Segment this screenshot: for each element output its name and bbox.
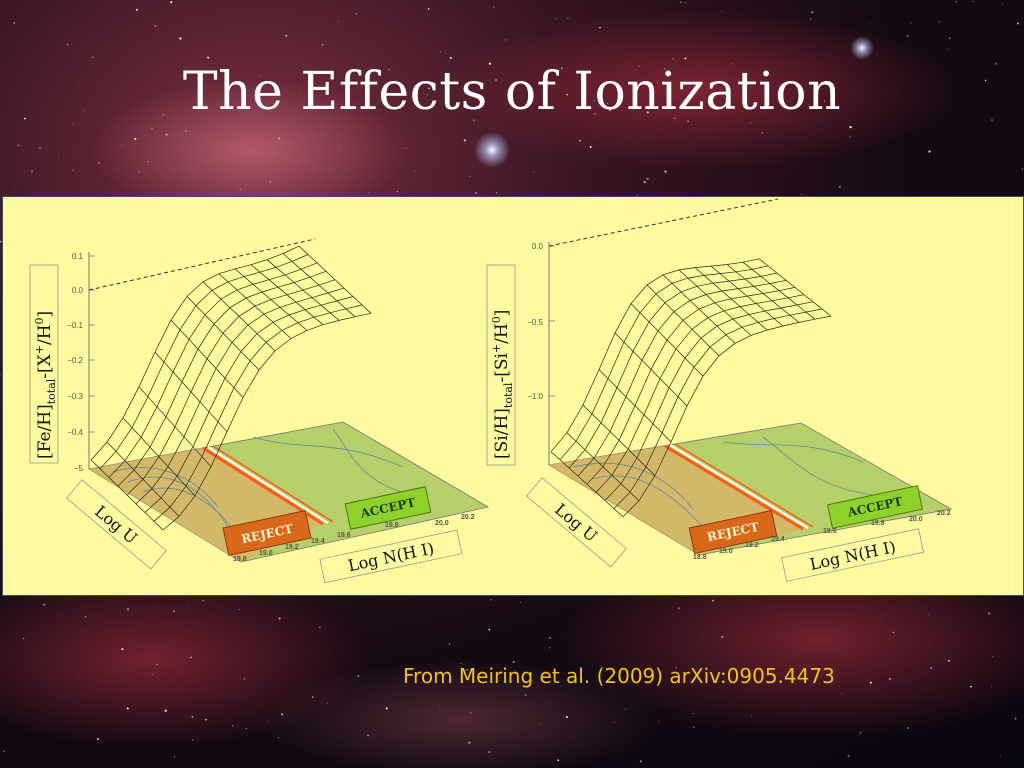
- source-credit: From Meiring et al. (2009) arXiv:0905.44…: [403, 664, 835, 688]
- right-xtick: 18.8: [693, 554, 707, 561]
- left-xtick: 19.4: [311, 538, 325, 545]
- right-reject-badge: REJECT: [688, 509, 778, 555]
- left-xtick: 19.0: [259, 550, 273, 557]
- left-ytick: −0.1: [67, 321, 83, 330]
- right-xtick: 20.2: [937, 510, 951, 517]
- right-ytick: −0.5: [527, 318, 543, 327]
- right-ytick: −1.0: [527, 392, 543, 401]
- left-xtick: 20.0: [435, 520, 449, 527]
- left-xtick: 19.8: [385, 522, 399, 529]
- right-wireframe-surface: [550, 258, 832, 517]
- right-xtick: 20.0: [909, 516, 923, 523]
- right-xtick: 19.4: [771, 536, 785, 543]
- right-accept-badge: ACCEPT: [826, 485, 924, 529]
- left-ytick: −5: [74, 464, 84, 473]
- left-xtick: 19.8: [233, 556, 247, 563]
- left-ytick: 0.1: [72, 252, 84, 261]
- left-xtick: 20.2: [461, 514, 475, 521]
- right-xtick: 19.0: [719, 548, 733, 555]
- left-xtick: 19.2: [285, 544, 299, 551]
- left-ytick: −0.2: [67, 356, 83, 365]
- right-xtick: 19.2: [745, 542, 759, 549]
- right-xtick: 19.8: [871, 520, 885, 527]
- right-xtick: 19.6: [823, 528, 837, 535]
- left-reject-badge: REJECT: [222, 509, 312, 557]
- left-ytick: 0.0: [72, 286, 84, 295]
- left-plot: [Fe/H]total-[X+/H0] 0.1 0.0 −0.1 −0.2 −0…: [29, 238, 490, 584]
- right-ytick: 0.0: [532, 242, 544, 251]
- right-plot: [Si/H]total-[Si+/H0] 0.0 −0.5 −1.0: [486, 198, 953, 582]
- left-wireframe-surface: [90, 245, 372, 531]
- slide-title: The Effects of Ionization: [182, 62, 842, 122]
- left-accept-badge: ACCEPT: [344, 486, 432, 530]
- left-ylabel: [Fe/H]total-[X+/H0]: [33, 311, 58, 459]
- left-ytick: −0.3: [67, 392, 83, 401]
- right-ylabel: [Si/H]total-[Si+/H0]: [490, 310, 515, 459]
- figure-panel: [Fe/H]total-[X+/H0] 0.1 0.0 −0.1 −0.2 −0…: [2, 196, 1024, 596]
- left-ytick: −0.4: [67, 428, 83, 437]
- left-xtick: 19.6: [337, 532, 351, 539]
